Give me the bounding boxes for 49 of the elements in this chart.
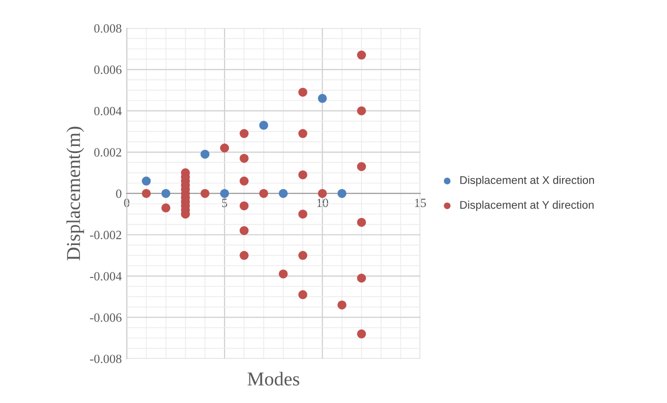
- y-tick-label: -0.006: [90, 313, 122, 322]
- point: [337, 188, 346, 198]
- point: [298, 88, 308, 97]
- legend-label: Displacement at X direction: [460, 176, 594, 186]
- point: [298, 290, 308, 300]
- point: [161, 188, 170, 198]
- point: [240, 129, 249, 138]
- point: [318, 188, 327, 198]
- x-axis-title: Modes: [248, 372, 300, 386]
- y-tick-label: 0: [116, 189, 122, 198]
- point: [259, 188, 268, 198]
- point: [200, 150, 210, 159]
- point: [337, 300, 346, 310]
- point: [357, 218, 366, 227]
- point: [318, 94, 327, 103]
- y-tick-label: -0.008: [90, 354, 122, 364]
- point: [240, 201, 249, 210]
- point: [278, 188, 288, 198]
- x-tick-label: 15: [415, 198, 426, 208]
- point: [357, 106, 366, 116]
- point: [357, 50, 366, 60]
- y-tick-label: 0.002: [94, 148, 122, 157]
- point: [357, 162, 366, 172]
- point: [142, 188, 151, 198]
- point: [200, 188, 210, 198]
- y-tick-label: 0.006: [94, 66, 122, 74]
- point: [142, 176, 151, 186]
- point: [298, 129, 308, 138]
- point: [298, 210, 308, 219]
- x-tick-label: 5: [222, 198, 228, 208]
- y-tick-label: -0.002: [90, 230, 122, 240]
- point: [240, 226, 249, 236]
- point: [240, 176, 249, 186]
- point: [220, 144, 230, 152]
- point: [357, 274, 366, 283]
- point: [278, 269, 288, 278]
- point: [298, 250, 308, 260]
- point: [240, 250, 249, 260]
- point: [357, 329, 366, 338]
- y-tick-label: 0.008: [94, 24, 122, 33]
- y-tick-label: 0.004: [94, 106, 122, 116]
- y-axis-title: Displacement(m): [66, 126, 84, 260]
- point: [298, 170, 308, 180]
- y-tick-label: -0.004: [90, 272, 122, 281]
- point: [220, 188, 230, 198]
- point: [259, 120, 268, 130]
- legend-label: Displacement at Y direction: [460, 200, 594, 212]
- point: [240, 154, 249, 163]
- point: [161, 203, 170, 212]
